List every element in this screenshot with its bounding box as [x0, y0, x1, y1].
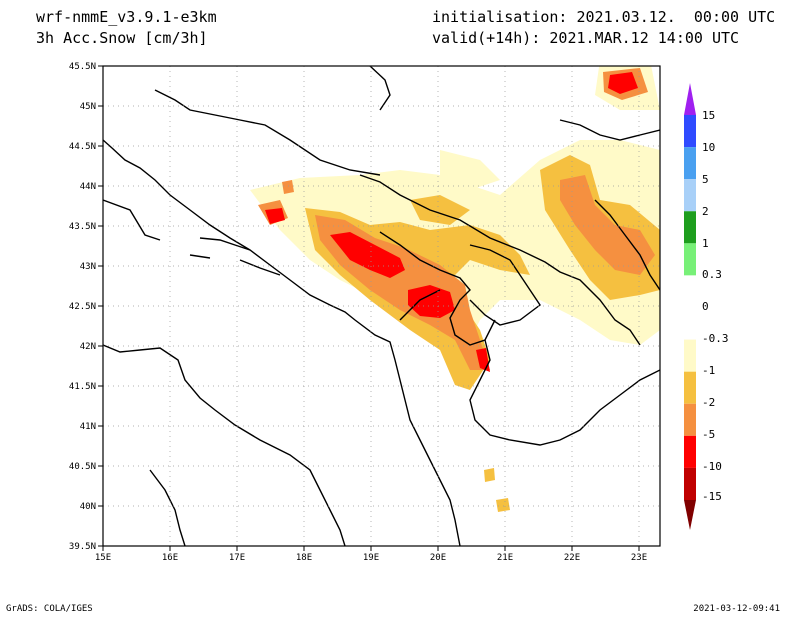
model-label: wrf-nmmE_v3.9.1-e3km — [36, 8, 217, 26]
snow-light-region-2 — [440, 150, 500, 190]
colorbar-label: -15 — [702, 490, 722, 503]
colorbar-boxes — [684, 115, 696, 500]
snow-spot-2 — [496, 498, 510, 512]
snow-spot-1 — [282, 180, 294, 194]
snow-core-1 — [330, 232, 405, 278]
lat-tick-label: 42N — [80, 342, 96, 352]
colorbar-box — [684, 275, 696, 308]
colorbar-label: 5 — [702, 173, 709, 186]
graticule — [103, 66, 660, 546]
snow-core-4 — [608, 72, 638, 94]
lat-tick-label: 43N — [80, 262, 96, 272]
colorbar-box — [684, 115, 696, 148]
valid-time-label: valid(+14h): 2021.MAR.12 14:00 UTC — [432, 29, 740, 47]
lat-tick-label: 40.5N — [69, 462, 96, 472]
lon-tick-label: 21E — [497, 553, 513, 563]
colorbar-box — [684, 243, 696, 276]
colorbar-bottom-arrow — [684, 500, 696, 530]
colorbar-box — [684, 339, 696, 372]
snow-heavy-region-2 — [560, 175, 655, 275]
colorbar-box — [684, 147, 696, 180]
lon-tick-label: 23E — [631, 553, 647, 563]
lat-tick-label: 43.5N — [69, 222, 96, 232]
colorbar-box — [684, 403, 696, 436]
colorbar-top-arrow — [684, 83, 696, 115]
colorbar-box — [684, 307, 696, 340]
colorbar-box — [684, 211, 696, 244]
lon-tick-label: 15E — [95, 553, 111, 563]
snow-core-3 — [265, 208, 285, 224]
colorbar-label: 1 — [702, 237, 709, 250]
snow-core-2 — [408, 285, 455, 318]
lat-tick-label: 44.5N — [69, 142, 96, 152]
lat-tick-label: 41.5N — [69, 382, 96, 392]
colorbar-label: -2 — [702, 396, 715, 409]
lat-tick-label: 45N — [80, 102, 96, 112]
colorbar-box — [684, 467, 696, 500]
colorbar-label: -10 — [702, 460, 722, 473]
colorbar-label: 2 — [702, 205, 709, 218]
lon-labels: 15E 16E 17E 18E 19E 20E 21E 22E 23E — [95, 553, 647, 563]
snow-moderate-region-3 — [410, 195, 470, 225]
grads-credit: GrADS: COLA/IGES — [6, 604, 93, 614]
colorbar: 15 10 5 2 1 0.3 0 -0.3 -1 -2 -5 -10 -15 — [684, 83, 729, 530]
colorbar-label: 0 — [702, 300, 709, 313]
lon-tick-label: 17E — [229, 553, 245, 563]
colorbar-label: 0.3 — [702, 268, 722, 281]
colorbar-box — [684, 179, 696, 212]
snow-field — [103, 66, 660, 546]
lon-tick-label: 19E — [363, 553, 379, 563]
colorbar-label: -1 — [702, 364, 715, 377]
lat-tick-label: 39.5N — [69, 542, 96, 552]
colorbar-label: 15 — [702, 109, 715, 122]
lon-tick-label: 22E — [564, 553, 580, 563]
lat-tick-label: 41N — [80, 422, 96, 432]
lat-tick-label: 42.5N — [69, 302, 96, 312]
lat-tick-label: 40N — [80, 502, 96, 512]
colorbar-label: -0.3 — [702, 332, 729, 345]
colorbar-label: -5 — [702, 428, 715, 441]
colorbar-labels: 15 10 5 2 1 0.3 0 -0.3 -1 -2 -5 -10 -15 — [702, 109, 729, 503]
lon-tick-label: 20E — [430, 553, 446, 563]
lon-tick-label: 18E — [296, 553, 312, 563]
lat-tick-label: 44N — [80, 182, 96, 192]
init-time-label: initialisation: 2021.03.12. 00:00 UTC — [432, 8, 776, 26]
plot-timestamp: 2021-03-12-09:41 — [693, 604, 780, 614]
colorbar-box — [684, 435, 696, 468]
lat-tick-label: 45.5N — [69, 62, 96, 72]
colorbar-label: 10 — [702, 141, 715, 154]
lon-tick-label: 16E — [162, 553, 178, 563]
coastline-borders — [103, 66, 660, 546]
lat-labels: 45.5N 45N 44.5N 44N 43.5N 43N 42.5N 42N … — [69, 62, 96, 552]
snow-spot-3 — [484, 468, 495, 482]
colorbar-box — [684, 371, 696, 404]
axis-ticks — [98, 65, 640, 551]
variable-label: 3h Acc.Snow [cm/3h] — [36, 29, 208, 47]
